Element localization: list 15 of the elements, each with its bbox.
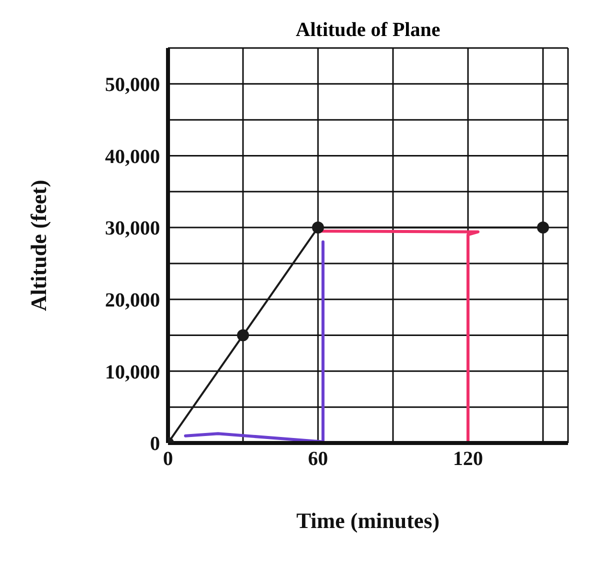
point <box>237 329 249 342</box>
point <box>537 222 549 234</box>
x-tick-label: 120 <box>453 448 483 470</box>
y-tick-label: 10,000 <box>105 361 160 384</box>
y-tick-label: 40,000 <box>105 146 160 168</box>
y-tick-label: 30,000 <box>105 218 160 240</box>
y-axis-title: Altitude (feet) <box>26 180 51 312</box>
chart-title: Altitude of Plane <box>296 19 440 41</box>
x-axis-title: Time (minutes) <box>296 508 440 533</box>
y-tick-label: 50,000 <box>105 74 160 96</box>
y-tick-label: 0 <box>150 433 160 456</box>
point <box>312 222 324 234</box>
line-series <box>184 240 324 443</box>
x-tick-label: 60 <box>308 448 328 470</box>
y-tick-label: 20,000 <box>105 289 160 312</box>
